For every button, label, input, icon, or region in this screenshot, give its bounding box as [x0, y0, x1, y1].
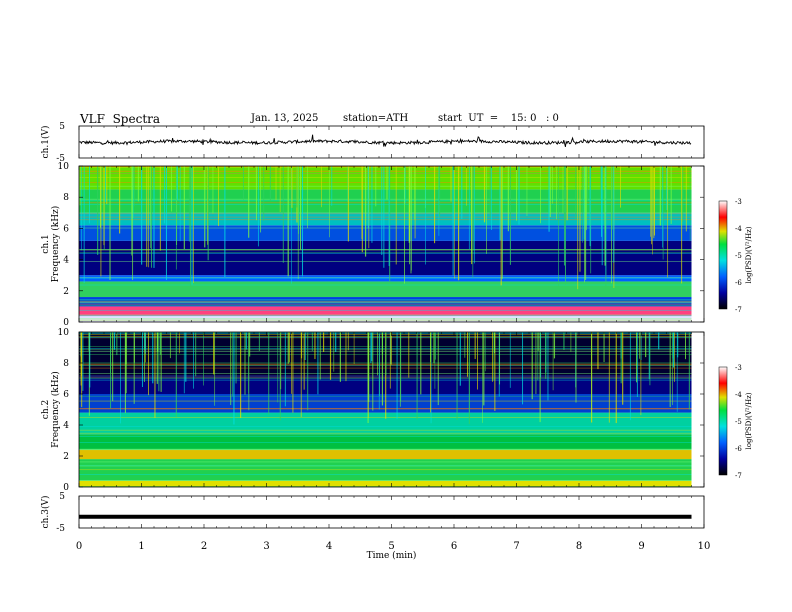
x-tick-label: 5 [388, 541, 394, 552]
chart-title: VLF Spectra [80, 112, 161, 126]
spectro-band [79, 212, 692, 226]
ch1-spec-colorbar-tick: -5 [735, 252, 742, 260]
ch3-y-tick-label: -5 [56, 524, 65, 534]
ch2-spec-colorbar-label: log(PSD)(V²/Hz) [745, 392, 753, 449]
ch2-spec-colorbar-tick: -7 [735, 472, 742, 480]
ch1-spec-colorbar-tick: -6 [735, 279, 742, 287]
ch1-spec-y-label-1: ch.1 [41, 234, 51, 253]
ch2-spec-y-tick-label: 6 [63, 390, 69, 400]
ch2-spec-y-tick-label: 10 [58, 328, 70, 338]
station-label: station=ATH [343, 113, 409, 124]
spectro-band [79, 315, 692, 322]
spectro-band [79, 281, 692, 298]
x-tick-label: 8 [576, 541, 582, 552]
x-tick-label: 6 [451, 541, 457, 552]
x-tick-label: 0 [76, 541, 82, 552]
ch1-spec-colorbar-tick: -3 [735, 198, 742, 206]
date-label: Jan. 13, 2025 [251, 113, 319, 124]
spectro-band [79, 306, 692, 316]
spectro-band [79, 225, 692, 241]
x-tick-label: 4 [326, 541, 332, 552]
ch1-spec-colorbar [718, 200, 728, 310]
ch1-y-label: ch.1(V) [40, 126, 51, 159]
ch2-spec-y-tick-label: 2 [63, 452, 69, 462]
ch1-spec-image [79, 166, 692, 322]
ch2-spec-image [79, 332, 692, 487]
ch1-spec-y-tick-label: 2 [63, 287, 69, 297]
ch1-y-tick-label: 5 [59, 122, 65, 132]
spectro-band [79, 189, 692, 213]
spectro-band [79, 434, 692, 450]
ch1-spec-y-label-2: Frequency (kHz) [50, 206, 61, 283]
ch2-spec-y-label-1: ch.2 [41, 400, 51, 419]
ch1-spec-y-tick-label: 0 [63, 318, 69, 328]
x-axis-label: Time (min) [367, 550, 417, 561]
ch1-spec-colorbar-label: log(PSD)(V²/Hz) [745, 226, 753, 283]
start-ut-label: start UT = 15: 0 : 0 [438, 113, 559, 124]
ch1-spec-colorbar-tick: -7 [735, 306, 742, 314]
ch2-spec-y-label-2: Frequency (kHz) [50, 371, 61, 448]
ch2-spec-y-tick-label: 0 [63, 483, 69, 493]
x-tick-label: 3 [263, 541, 269, 552]
ch1-trace [78, 134, 692, 148]
ch2-spec-colorbar-tick: -5 [735, 418, 742, 426]
x-tick-label: 7 [513, 541, 519, 552]
ch2-spec-colorbar-tick: -6 [735, 445, 742, 453]
spectro-band [79, 480, 692, 487]
ch3-frame [78, 495, 705, 529]
ch1-spec-colorbar-tick: -4 [735, 225, 742, 233]
ch2-spec-colorbar [718, 366, 728, 476]
ch1-spec-y-tick-label: 6 [63, 224, 69, 234]
x-tick-label: 9 [638, 541, 644, 552]
x-tick-label: 10 [698, 541, 711, 552]
ch2-spec-y-tick-label: 8 [63, 359, 69, 369]
ch2-spec-colorbar-tick: -3 [735, 364, 742, 372]
ch1-spec-y-tick-label: 8 [63, 193, 69, 203]
ch1-y-tick-label: -5 [56, 154, 65, 164]
ch3-y-tick-label: 5 [59, 492, 65, 502]
ch2-spec-colorbar-tick: -4 [735, 391, 742, 399]
spectro-band [79, 449, 692, 460]
spectro-band [79, 412, 692, 435]
ch1-spec-y-tick-label: 4 [63, 256, 69, 266]
x-tick-label: 1 [138, 541, 144, 552]
ch2-spec-y-tick-label: 4 [63, 421, 69, 431]
ch1-spec-y-tick-label: 10 [58, 162, 70, 172]
ch3-y-label: ch.3(V) [40, 496, 51, 529]
spectro-band [79, 240, 692, 276]
x-tick-label: 2 [201, 541, 207, 552]
